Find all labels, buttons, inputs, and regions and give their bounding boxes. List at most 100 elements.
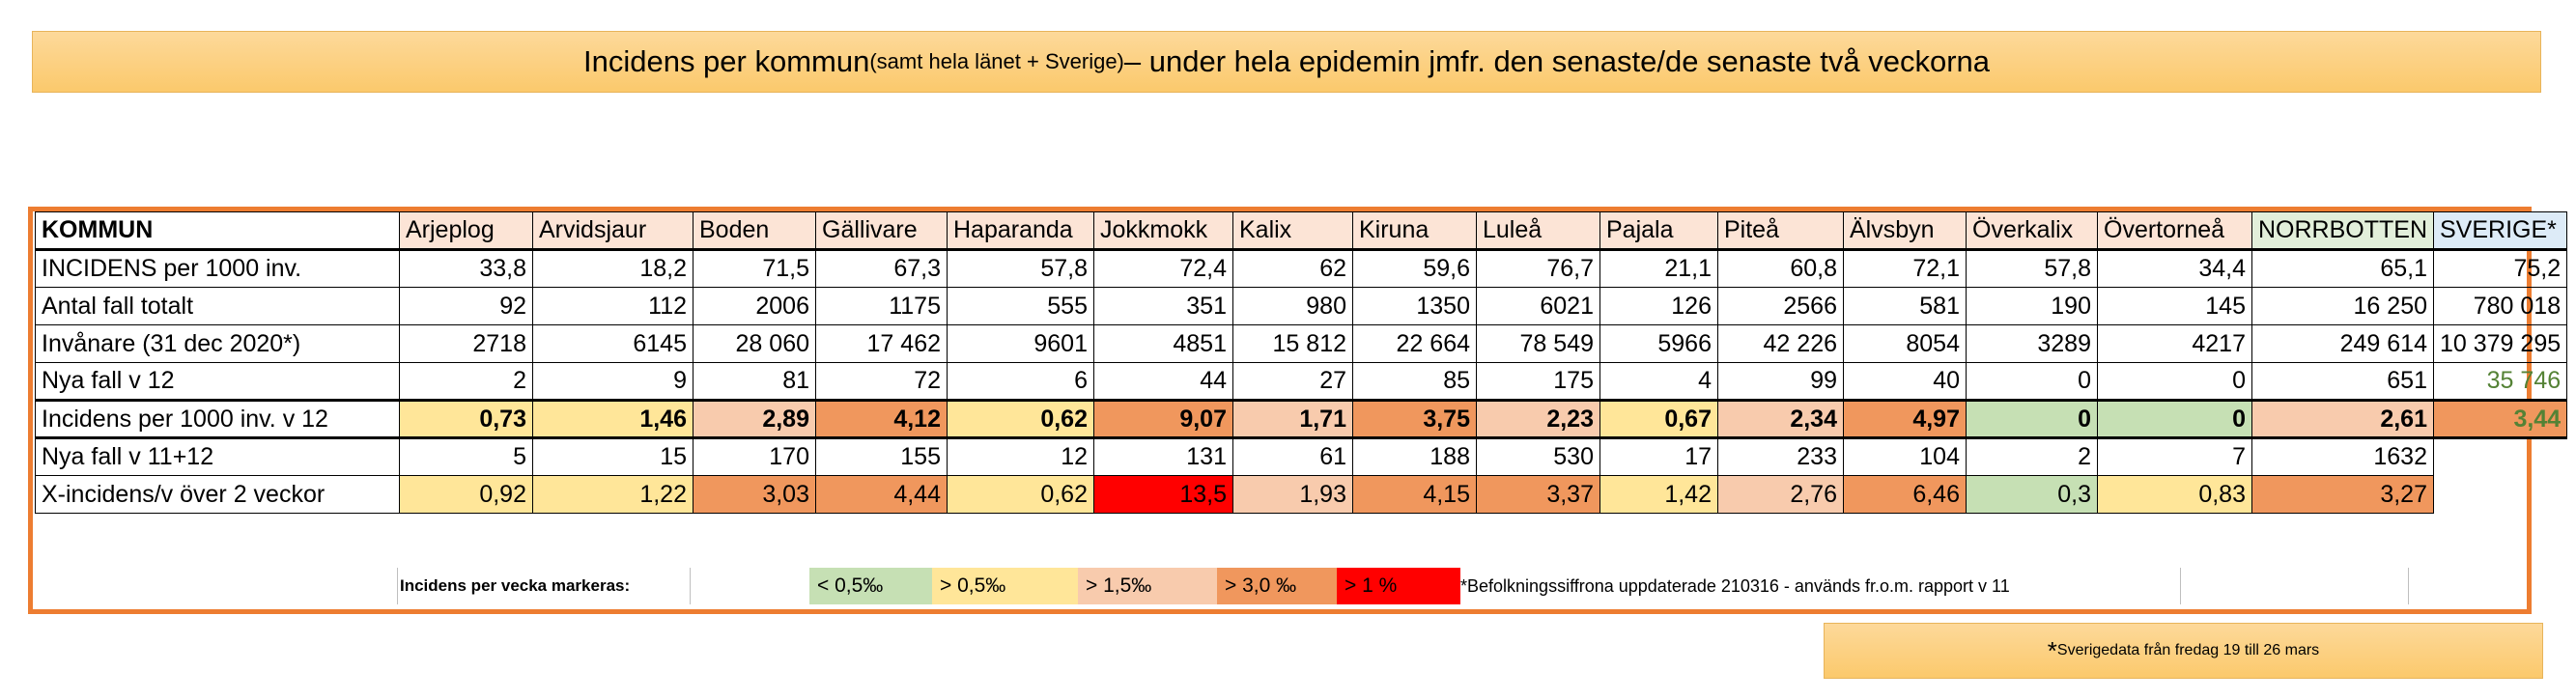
table-cell: 2 xyxy=(1966,437,2098,476)
table-cell: 175 xyxy=(1476,362,1600,402)
row-label: Nya fall v 11+12 xyxy=(35,437,400,476)
table-cell: 170 xyxy=(693,437,816,476)
table-cell: 18,2 xyxy=(532,249,694,288)
legend-divider xyxy=(2180,568,2181,604)
table-cell: 71,5 xyxy=(693,249,816,288)
header-cell: Luleå xyxy=(1476,211,1600,251)
legend-swatch-red: > 1 % xyxy=(1337,568,1460,604)
table-cell: 4217 xyxy=(2097,324,2252,363)
header-cell-sverige: SVERIGE* xyxy=(2432,211,2568,251)
table-cell: 0,67 xyxy=(1599,400,1718,439)
table-row-x-incidens: X-incidens/v över 2 veckor 0,92 1,22 3,0… xyxy=(35,475,2567,514)
legend-swatch-yellow: > 0,5‰ xyxy=(932,568,1078,604)
table-row: Nya fall v 11+12 5 15 170 155 12 131 61 … xyxy=(35,437,2567,476)
header-cell-norrbotten: NORRBOTTEN xyxy=(2251,211,2434,251)
table-cell: 131 xyxy=(1093,437,1233,476)
table-cell: 92 xyxy=(399,287,533,325)
table-cell-empty xyxy=(2434,476,2567,514)
table-cell: 16 250 xyxy=(2251,287,2434,325)
table-cell: 651 xyxy=(2251,362,2434,402)
title-main-part2: – under hela epidemin jmfr. den senaste/… xyxy=(1123,44,1990,78)
footnote-star: * xyxy=(2047,635,2057,665)
header-cell: Kiruna xyxy=(1352,211,1477,251)
header-cell: Boden xyxy=(693,211,816,251)
table-header-row: KOMMUN Arjeplog Arvidsjaur Boden Gälliva… xyxy=(35,211,2568,251)
table-cell: 9 xyxy=(532,362,694,402)
table-cell: 351 xyxy=(1093,287,1233,325)
table-cell: 40 xyxy=(1843,362,1967,402)
table-cell: 0,62 xyxy=(947,400,1094,439)
title-small-part: (samt hela länet + Sverige) xyxy=(869,49,1124,73)
table-cell: 61 xyxy=(1232,437,1353,476)
table-cell: 33,8 xyxy=(399,249,533,288)
legend-swatch-green: < 0,5‰ xyxy=(809,568,932,604)
table-cell: 4,44 xyxy=(815,475,948,514)
header-cell: Jokkmokk xyxy=(1093,211,1233,251)
table-cell: 57,8 xyxy=(1966,249,2098,288)
table-cell: 85 xyxy=(1352,362,1477,402)
page-title: Incidens per kommun (samt hela länet + S… xyxy=(32,31,2541,93)
table-cell: 57,8 xyxy=(947,249,1094,288)
table-cell: 155 xyxy=(815,437,948,476)
header-cell: Gällivare xyxy=(815,211,948,251)
table-cell: 1175 xyxy=(815,287,948,325)
table-cell: 1350 xyxy=(1352,287,1477,325)
table-cell: 12 xyxy=(947,437,1094,476)
row-label: X-incidens/v över 2 veckor xyxy=(35,475,400,514)
table-cell: 0 xyxy=(1966,362,2098,402)
header-cell: Kalix xyxy=(1232,211,1353,251)
table-cell: 530 xyxy=(1476,437,1600,476)
table-cell: 2,34 xyxy=(1717,400,1844,439)
table-cell: 6,46 xyxy=(1843,475,1967,514)
table-cell: 4,15 xyxy=(1352,475,1477,514)
legend-label: Incidens per vecka markeras: xyxy=(400,576,631,595)
table-cell: 99 xyxy=(1717,362,1844,402)
header-cell: Arjeplog xyxy=(399,211,533,251)
table-cell: 75,2 xyxy=(2432,249,2568,288)
table-cell: 5 xyxy=(399,437,533,476)
table-cell: 2006 xyxy=(693,287,816,325)
table-cell: 112 xyxy=(532,287,694,325)
table-cell: 0 xyxy=(2097,400,2252,439)
table-row-incidens-v12: Incidens per 1000 inv. v 12 0,73 1,46 2,… xyxy=(35,400,2568,439)
incidence-table: KOMMUN Arjeplog Arvidsjaur Boden Gälliva… xyxy=(35,211,2568,514)
table-cell: 10 379 295 xyxy=(2432,324,2568,363)
table-cell: 78 549 xyxy=(1476,324,1600,363)
table-cell: 188 xyxy=(1352,437,1477,476)
table-cell: 145 xyxy=(2097,287,2252,325)
table-cell: 980 xyxy=(1232,287,1353,325)
table-cell: 1,71 xyxy=(1232,400,1353,439)
table-cell: 126 xyxy=(1599,287,1718,325)
table-cell: 8054 xyxy=(1843,324,1967,363)
table-row: Nya fall v 12 2 9 81 72 6 44 27 85 175 4… xyxy=(35,362,2568,402)
table-cell: 21,1 xyxy=(1599,249,1718,288)
table-cell: 2,76 xyxy=(1717,475,1844,514)
header-cell: Övertorneå xyxy=(2097,211,2252,251)
table-cell: 13,5 xyxy=(1093,475,1233,514)
table-cell: 60,8 xyxy=(1717,249,1844,288)
table-cell: 2 xyxy=(399,362,533,402)
header-cell: Haparanda xyxy=(947,211,1094,251)
table-cell: 4 xyxy=(1599,362,1718,402)
table-cell: 780 018 xyxy=(2432,287,2568,325)
table-cell: 2,23 xyxy=(1476,400,1600,439)
table-cell: 42 226 xyxy=(1717,324,1844,363)
table-cell: 3,37 xyxy=(1476,475,1600,514)
table-cell: 9,07 xyxy=(1093,400,1233,439)
table-cell: 72,1 xyxy=(1843,249,1967,288)
legend-divider xyxy=(690,568,691,604)
table-cell: 3289 xyxy=(1966,324,2098,363)
table-cell: 5966 xyxy=(1599,324,1718,363)
table-cell: 59,6 xyxy=(1352,249,1477,288)
table-cell: 249 614 xyxy=(2251,324,2434,363)
table-cell: 76,7 xyxy=(1476,249,1600,288)
table-cell: 22 664 xyxy=(1352,324,1477,363)
table-cell: 27 xyxy=(1232,362,1353,402)
table-cell: 44 xyxy=(1093,362,1233,402)
header-cell: Älvsbyn xyxy=(1843,211,1967,251)
table-cell: 0,92 xyxy=(399,475,533,514)
legend-divider xyxy=(2408,568,2409,604)
table-cell: 190 xyxy=(1966,287,2098,325)
footnote-box: * Sverigedata från fredag 19 till 26 mar… xyxy=(1824,623,2543,679)
table-cell: 1,93 xyxy=(1232,475,1353,514)
